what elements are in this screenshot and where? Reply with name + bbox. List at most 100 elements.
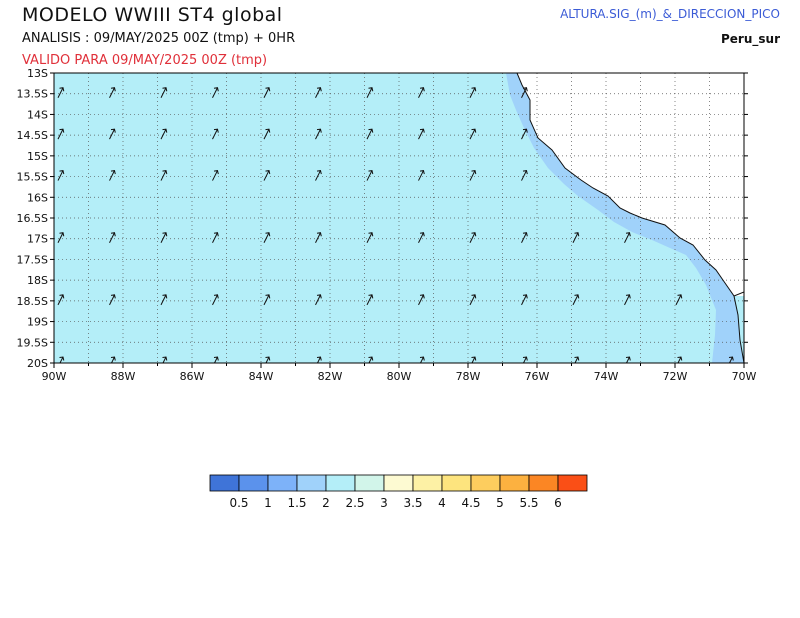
wave-arrow <box>521 128 528 140</box>
lat-label: 19.5S <box>17 336 48 349</box>
lat-label: 15S <box>27 150 48 163</box>
lat-label: 18S <box>27 274 48 287</box>
wave-arrow <box>57 170 65 181</box>
legend-label: 3 <box>380 496 388 510</box>
wave-arrow <box>624 232 631 243</box>
wave-arrow <box>263 128 271 140</box>
lon-label: 80W <box>387 370 412 383</box>
border-line <box>733 291 744 297</box>
legend-label: 1.5 <box>287 496 306 510</box>
wave-arrow <box>315 87 322 98</box>
legend-label: 4 <box>438 496 446 510</box>
legend-label: 0.5 <box>229 496 248 510</box>
wave-arrow <box>212 170 219 181</box>
lon-label: 78W <box>456 370 481 383</box>
wave-arrow <box>366 170 374 181</box>
wave-arrow <box>574 356 580 363</box>
wave-arrow <box>212 294 219 306</box>
wave-arrow <box>109 128 116 140</box>
lon-label: 74W <box>594 370 619 383</box>
wave-arrow <box>57 294 65 306</box>
wave-arrow <box>213 356 219 363</box>
lat-label: 18.5S <box>17 295 48 308</box>
legend-swatch <box>470 474 501 492</box>
wave-arrow <box>366 87 374 98</box>
wave-arrow <box>469 294 477 306</box>
longitude-labels: 90W 88W 86W 84W 82W 80W 78W 76W 74W 72W 70W <box>42 370 757 383</box>
wave-arrow <box>162 356 168 363</box>
wave-arrow <box>315 232 322 243</box>
wave-arrow <box>366 232 374 243</box>
wave-arrow <box>160 87 168 98</box>
wave-arrow <box>59 356 65 363</box>
legend-label: 5 <box>496 496 504 510</box>
wave-arrow <box>728 356 734 363</box>
wave-arrow <box>522 356 528 363</box>
legend-swatch <box>238 474 269 492</box>
wave-arrow <box>315 128 322 140</box>
legend-label: 3.5 <box>403 496 422 510</box>
valid-time: VALIDO PARA 09/MAY/2025 00Z (tmp) <box>22 53 268 68</box>
wave-arrow <box>677 356 683 363</box>
legend-label: 2.5 <box>345 496 364 510</box>
axis-ticks <box>50 72 748 368</box>
wave-arrow <box>263 232 271 243</box>
lat-label: 17S <box>27 233 48 246</box>
lon-label: 82W <box>318 370 343 383</box>
wave-arrow <box>418 232 425 243</box>
lat-label: 14S <box>27 108 48 121</box>
wave-arrow <box>572 232 580 243</box>
lon-label: 70W <box>732 370 757 383</box>
wave-arrow <box>263 170 271 181</box>
wave-arrow <box>160 294 168 306</box>
wave-arrow <box>160 128 168 140</box>
lat-label: 16S <box>27 191 48 204</box>
land-area <box>517 73 744 296</box>
lon-label: 86W <box>180 370 205 383</box>
wave-arrow <box>265 356 271 363</box>
region-name: Peru_sur <box>721 32 780 46</box>
wave-arrow <box>469 170 477 181</box>
lat-label: 17.5S <box>17 253 48 266</box>
lat-label: 16.5S <box>17 212 48 225</box>
legend-label: 1 <box>264 496 272 510</box>
lat-label: 15.5S <box>17 171 48 184</box>
lat-label: 13S <box>27 67 48 80</box>
lon-label: 72W <box>663 370 688 383</box>
wave-arrow <box>521 294 528 306</box>
wave-arrow <box>109 87 116 98</box>
wave-arrow <box>419 356 425 363</box>
wave-arrow <box>366 294 374 306</box>
wave-arrow <box>109 294 116 306</box>
lon-label: 90W <box>42 370 67 383</box>
wave-arrow <box>469 232 477 243</box>
legend-swatch <box>354 474 385 492</box>
map-title: MODELO WWIII ST4 global <box>22 4 283 26</box>
wave-arrow <box>110 356 116 363</box>
wave-arrow <box>263 294 271 306</box>
coastal-band <box>506 73 744 363</box>
legend-swatch <box>499 474 530 492</box>
legend-swatch <box>209 474 240 492</box>
legend-swatch <box>325 474 356 492</box>
wave-arrow <box>57 232 65 243</box>
wave-arrow <box>57 87 65 98</box>
wave-arrow <box>366 128 374 140</box>
lon-label: 88W <box>111 370 136 383</box>
legend-swatch <box>296 474 327 492</box>
color-legend: 0.5 1 1.5 2 2.5 3 3.5 4 4.5 5 5.5 6 <box>209 474 588 510</box>
wave-arrow <box>418 294 425 306</box>
lat-label: 14.5S <box>17 129 48 142</box>
lat-label: 19S <box>27 316 48 329</box>
legend-label: 6 <box>554 496 562 510</box>
wave-arrow <box>418 170 425 181</box>
analysis-time: ANALISIS : 09/MAY/2025 00Z (tmp) + 0HR <box>22 31 296 46</box>
wave-arrow <box>368 356 374 363</box>
wave-arrow <box>160 170 168 181</box>
wave-arrow <box>469 128 477 140</box>
lat-label: 13.5S <box>17 88 48 101</box>
wave-arrow <box>263 87 271 98</box>
legend-swatch <box>412 474 443 492</box>
wave-arrow <box>418 128 425 140</box>
